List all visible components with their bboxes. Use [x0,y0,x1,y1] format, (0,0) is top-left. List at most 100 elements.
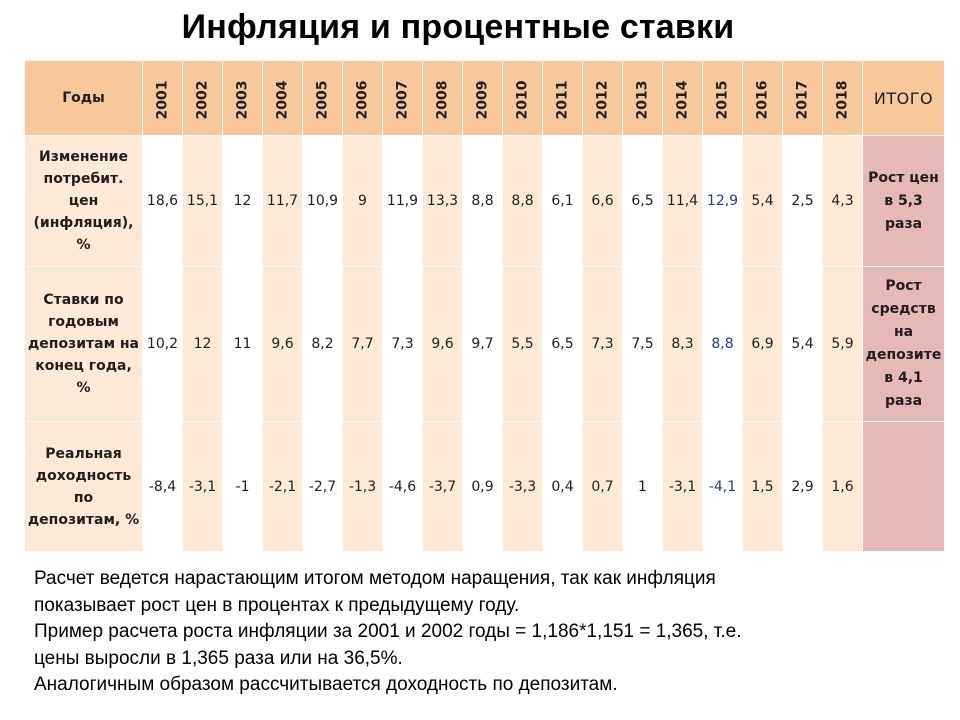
table-cell: 8,2 [302,266,343,422]
table-cell: 9 [342,135,383,267]
table-cell: 5,9 [822,266,863,422]
inflation-rates-table: Годы 2001 2002 2003 2004 2005 2006 2007 … [24,60,945,552]
year-header-2005: 2005 [302,60,343,136]
table-cell: 15,1 [182,135,223,267]
table-cell: 9,6 [422,266,463,422]
year-header-2011: 2011 [542,60,583,136]
deposit-rate-row: Ставки по годовым депозитам на конец год… [24,266,945,422]
year-header-2006: 2006 [342,60,383,136]
row-label-inflation: Изменение потребит. цен (инфляция), % [24,135,143,267]
year-header-2010: 2010 [502,60,543,136]
note-paragraph: Пример расчета роста инфляции за 2001 и … [34,621,742,669]
table-cell: 6,1 [542,135,583,267]
year-label: 2006 [354,80,371,119]
years-column-header: Годы [24,60,143,136]
row-label-real-return: Реальная доходность по депозитам, % [24,421,143,552]
table-cell: 4,3 [822,135,863,267]
table-cell: 10,9 [302,135,343,267]
table-cell: 1 [622,421,663,552]
year-label: 2009 [474,80,491,119]
table-cell: 6,6 [582,135,623,267]
table-cell: 11 [222,266,263,422]
table-cell: 6,5 [622,135,663,267]
table-cell: 11,7 [262,135,303,267]
table-cell: -2,1 [262,421,303,552]
year-label: 2005 [314,80,331,119]
total-cell-real-return [862,421,945,552]
year-label: 2002 [194,80,211,119]
table-cell: 1,5 [742,421,783,552]
table-cell: -1,3 [342,421,383,552]
year-header-2008: 2008 [422,60,463,136]
table-cell: 12,9 [702,135,743,267]
table-cell: 8,8 [462,135,503,267]
year-label: 2012 [594,80,611,119]
year-label: 2011 [554,80,571,119]
year-label: 2017 [794,80,811,119]
year-label: 2016 [754,80,771,119]
table-cell: -3,1 [662,421,703,552]
table-cell: 6,5 [542,266,583,422]
table-cell: 2,5 [782,135,823,267]
table-cell: 5,4 [742,135,783,267]
table-cell: 0,4 [542,421,583,552]
table-cell: 8,8 [702,266,743,422]
table-cell: -8,4 [142,421,183,552]
total-cell-inflation: Рост цен в 5,3 раза [862,135,945,267]
year-header-2007: 2007 [382,60,423,136]
page-title: Инфляция и процентные ставки [181,8,735,46]
table-cell: 1,6 [822,421,863,552]
total-cell-deposits: Рост средств на депозите в 4,1 раза [862,266,945,422]
year-header-2017: 2017 [782,60,823,136]
table-cell: 6,9 [742,266,783,422]
year-header-2018: 2018 [822,60,863,136]
table-cell: 12 [182,266,223,422]
year-header-2013: 2013 [622,60,663,136]
table-cell: -3,3 [502,421,543,552]
inflation-row: Изменение потребит. цен (инфляция), % 18… [24,135,945,267]
year-header-2004: 2004 [262,60,303,136]
explanation-notes: Расчет ведется нарастающим итогом методо… [34,566,954,699]
year-label: 2003 [234,80,251,119]
table-cell: 11,9 [382,135,423,267]
real-return-row: Реальная доходность по депозитам, % -8,4… [24,421,945,552]
table-cell: 9,7 [462,266,503,422]
table-cell: 11,4 [662,135,703,267]
year-header-2014: 2014 [662,60,703,136]
year-header-2002: 2002 [182,60,223,136]
year-header-row: Годы 2001 2002 2003 2004 2005 2006 2007 … [24,60,945,136]
table-cell: 13,3 [422,135,463,267]
total-column-header: ИТОГО [862,60,945,136]
year-label: 2013 [634,80,651,119]
year-header-2012: 2012 [582,60,623,136]
table-cell: -2,7 [302,421,343,552]
table-cell: -4,1 [702,421,743,552]
table-cell: 2,9 [782,421,823,552]
table-cell: 7,5 [622,266,663,422]
table-cell: 18,6 [142,135,183,267]
table-cell: 0,9 [462,421,503,552]
year-label: 2004 [274,80,291,119]
table-cell: -3,1 [182,421,223,552]
table-cell: 8,3 [662,266,703,422]
table-cell: -1 [222,421,263,552]
table-cell: -3,7 [422,421,463,552]
year-label: 2008 [434,80,451,119]
year-label: 2010 [514,80,531,119]
year-header-2003: 2003 [222,60,263,136]
table-cell: 8,8 [502,135,543,267]
year-header-2015: 2015 [702,60,743,136]
note-paragraph: Расчет ведется нарастающим итогом методо… [34,568,716,616]
year-label: 2018 [834,80,851,119]
row-label-deposit-rates: Ставки по годовым депозитам на конец год… [24,266,143,422]
table-cell: 7,3 [582,266,623,422]
table-cell: 5,4 [782,266,823,422]
table-cell: 7,7 [342,266,383,422]
year-label: 2014 [674,80,691,119]
table-cell: 10,2 [142,266,183,422]
table-cell: 12 [222,135,263,267]
year-header-2009: 2009 [462,60,503,136]
table-cell: -4,6 [382,421,423,552]
note-paragraph: Аналогичным образом рассчитывается доход… [34,674,618,695]
year-label: 2007 [394,80,411,119]
